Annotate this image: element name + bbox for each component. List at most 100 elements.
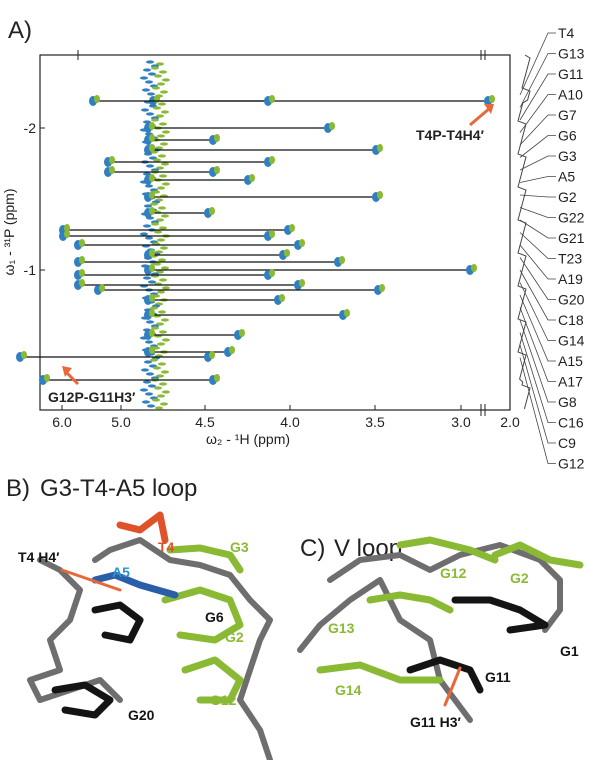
assignment-label: G6 (558, 128, 577, 144)
peak (159, 174, 167, 178)
peak (161, 214, 169, 218)
peak (471, 264, 477, 272)
peak (157, 238, 165, 242)
stick (161, 586, 244, 644)
peak (249, 174, 255, 182)
peak (162, 182, 170, 186)
stick (91, 571, 179, 599)
assignment-label: C18 (558, 312, 584, 328)
leader (519, 207, 556, 218)
assignment-label: G8 (558, 394, 577, 410)
structure-label: G14 (335, 682, 362, 698)
peak (158, 258, 166, 262)
stick (27, 557, 123, 703)
peak (158, 310, 166, 314)
peak (149, 329, 155, 337)
spectrum (16, 60, 495, 410)
peak (144, 204, 152, 208)
stick (443, 666, 462, 707)
peak (159, 226, 167, 230)
peak (149, 144, 155, 152)
assignments: T4 G13 G11 A10 G7 G6 G3 A5 G2 G22 G21 T23 A19 G20 C18 G… (517, 25, 585, 472)
leader (519, 114, 556, 146)
peak (143, 276, 151, 280)
stick (91, 601, 144, 644)
peak (214, 374, 220, 382)
peak (161, 318, 169, 322)
assignment-label: A10 (558, 87, 583, 103)
peak (144, 360, 152, 364)
structure-label: T4 H4′ (18, 549, 60, 565)
arrow-head (62, 366, 72, 377)
peak (143, 120, 151, 124)
assignment-label: A5 (558, 169, 575, 185)
peak (214, 134, 220, 142)
assignment-label: A15 (558, 353, 583, 369)
peak (153, 158, 161, 162)
peak (145, 236, 153, 240)
peak (162, 338, 170, 342)
peak (109, 166, 115, 174)
peak (379, 284, 385, 292)
stick (92, 537, 273, 760)
assignment-label: G11 (558, 66, 584, 82)
arrow-head (484, 104, 494, 114)
peak (344, 309, 350, 317)
peak (147, 404, 155, 408)
peak (143, 68, 151, 72)
peak (156, 166, 164, 170)
assignment-label: G21 (558, 230, 585, 246)
peak (143, 172, 151, 176)
peak (154, 74, 162, 78)
peak (149, 294, 155, 302)
stick (316, 661, 444, 684)
stick (406, 656, 484, 694)
peak (377, 144, 383, 152)
leader (519, 244, 556, 280)
peak (269, 230, 275, 238)
peak (156, 374, 164, 378)
peak (79, 279, 85, 287)
peak (157, 290, 165, 294)
leader (519, 294, 556, 362)
assignment-label: C16 (558, 415, 584, 431)
peak (148, 280, 156, 284)
y-tick-label: -2 (24, 120, 37, 136)
peak (154, 95, 160, 103)
leader (519, 357, 556, 464)
peak (299, 279, 305, 287)
peak (161, 110, 169, 114)
peak (142, 400, 150, 404)
leader (519, 319, 556, 403)
leader (519, 53, 556, 108)
leader (519, 232, 556, 259)
peak (147, 92, 155, 96)
assignment-label: G14 (558, 333, 585, 349)
peak (159, 122, 167, 126)
stick (366, 591, 454, 614)
peak (269, 269, 275, 277)
peak (157, 342, 165, 346)
peak (160, 90, 168, 94)
peak (141, 108, 149, 112)
leader (519, 344, 556, 444)
structure-label: G12 (440, 565, 467, 581)
peak (489, 95, 495, 103)
arrow (64, 370, 80, 386)
x-tick-label: 4.5 (195, 414, 215, 430)
peak (209, 351, 215, 359)
peak (158, 154, 166, 158)
structure-label: G13 (328, 620, 355, 636)
leader (519, 155, 556, 171)
stick (491, 541, 584, 569)
peak (158, 206, 166, 210)
peak (149, 264, 155, 272)
peak (146, 372, 154, 376)
stick (51, 681, 114, 719)
peak (150, 306, 158, 310)
stick (60, 568, 122, 592)
y-axis-label: ω₁ - ³¹P (ppm) (1, 189, 17, 276)
peak (377, 191, 383, 199)
assignment-label: G7 (558, 107, 577, 123)
